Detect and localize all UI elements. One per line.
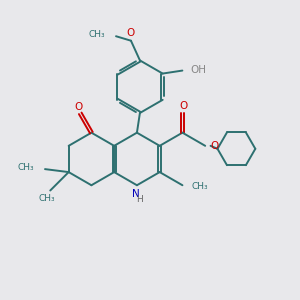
Text: CH₃: CH₃: [89, 30, 106, 39]
Text: OH: OH: [191, 65, 207, 75]
Text: O: O: [75, 102, 83, 112]
Text: N: N: [133, 189, 140, 199]
Text: H: H: [136, 195, 143, 204]
Text: O: O: [211, 141, 219, 152]
Text: O: O: [127, 28, 135, 38]
Text: CH₃: CH₃: [39, 194, 56, 203]
Text: CH₃: CH₃: [18, 163, 34, 172]
Text: O: O: [179, 101, 187, 111]
Text: CH₃: CH₃: [191, 182, 208, 191]
